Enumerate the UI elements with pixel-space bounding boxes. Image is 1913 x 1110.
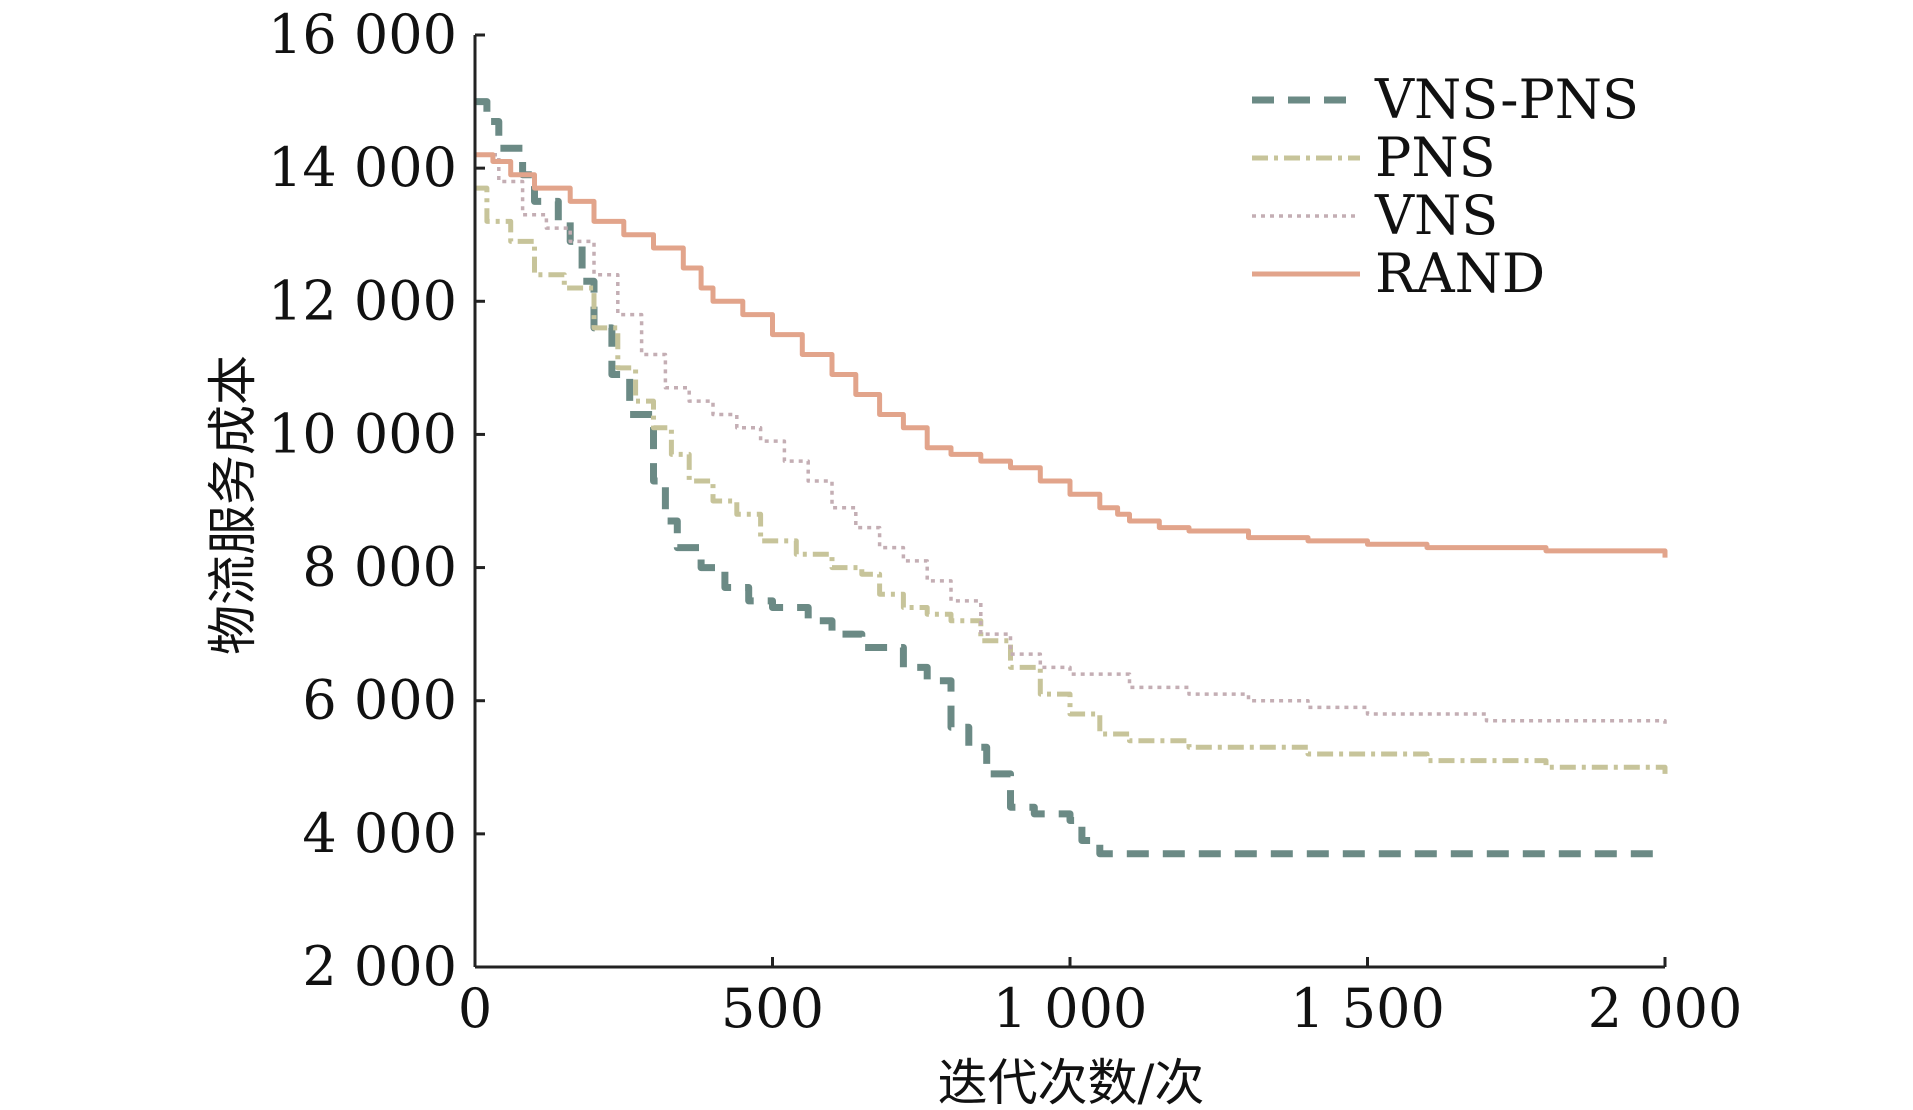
y-tick-label: 16 000 [268,3,457,66]
x-tick-label: 2 000 [1588,977,1743,1040]
plot-area [475,98,1668,858]
y-tick-label: 12 000 [268,269,457,332]
y-tick-label: 6 000 [302,669,457,732]
y-tick-label: 10 000 [268,402,457,465]
x-tick-label: 500 [721,977,824,1040]
y-tick-label: 8 000 [302,536,457,599]
series-line-rand [475,152,1668,558]
series-line-pns [475,185,1668,774]
y-tick-label: 4 000 [302,802,457,865]
y-axis-title: 物流服务成本 [204,355,262,655]
axes: 2 000 4 000 6 000 8 000 10 000 12 000 14 000 16… [268,3,1742,1040]
legend-label: PNS [1375,126,1496,189]
legend-label: RAND [1375,242,1545,305]
x-axis-title: 迭代次数/次 [938,1054,1205,1110]
x-tick-label: 0 [458,977,492,1040]
y-tick-label: 2 000 [302,935,457,998]
series-line-vns [475,153,1667,728]
legend-label: VNS-PNS [1374,68,1639,131]
x-tick-label: 1 000 [993,977,1148,1040]
y-tick-label: 14 000 [268,136,457,199]
x-tick-label: 1 500 [1290,977,1445,1040]
series-line-vns-pns [475,98,1665,858]
legend-label: VNS [1374,184,1498,247]
